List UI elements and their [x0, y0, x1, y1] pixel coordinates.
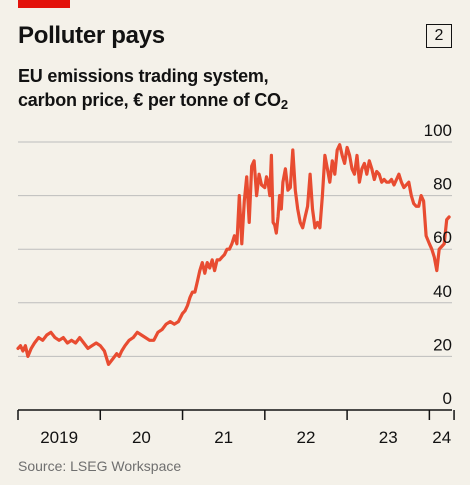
y-tick-label-40: 40 — [433, 282, 452, 301]
grid-layer — [18, 141, 452, 357]
x-tick-label-20: 20 — [132, 428, 151, 447]
x-tick-label-21: 21 — [214, 428, 233, 447]
x-tick-label-24: 24 — [432, 428, 451, 447]
axis-layer: 0 20 40 60 80 100 2019 20 21 22 23 24 — [17, 121, 455, 447]
y-tick-label-0: 0 — [443, 389, 452, 408]
subtitle-subscript: 2 — [280, 97, 288, 112]
subtitle-line-2-main: carbon price, € per tonne of CO — [18, 90, 281, 110]
x-tick-label-22: 22 — [297, 428, 316, 447]
chart-title: Polluter pays — [18, 22, 165, 49]
source-note: Source: LSEG Workspace — [18, 458, 182, 474]
chart-subtitle: EU emissions trading system, carbon pric… — [18, 64, 448, 112]
chart-number-badge: 2 — [426, 24, 452, 48]
x-tick-label-2019: 2019 — [40, 428, 78, 447]
y-tick-label-100: 100 — [424, 121, 452, 140]
subtitle-line-2: carbon price, € per tonne of CO2 — [18, 88, 448, 112]
x-tick-label-23: 23 — [379, 428, 398, 447]
series-line-0 — [16, 143, 451, 366]
subtitle-line-1: EU emissions trading system, — [18, 66, 269, 86]
y-tick-label-20: 20 — [433, 335, 452, 354]
y-tick-label-80: 80 — [433, 175, 452, 194]
y-tick-label-60: 60 — [433, 228, 452, 247]
line-chart: 0 20 40 60 80 100 2019 20 21 22 23 24 — [16, 121, 455, 447]
accent-bar — [18, 0, 70, 8]
line-layer — [16, 143, 451, 366]
